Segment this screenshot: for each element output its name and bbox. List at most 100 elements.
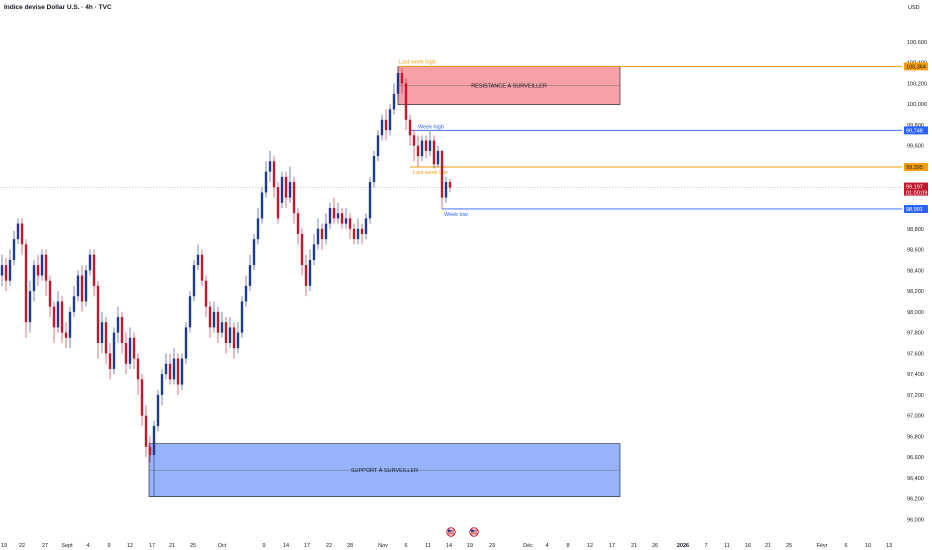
candle-body — [20, 223, 24, 245]
candle-body — [108, 353, 112, 369]
candle — [236, 322, 240, 354]
candle — [336, 202, 340, 224]
candle-body — [400, 73, 404, 84]
candle — [240, 296, 244, 338]
candle — [84, 265, 88, 307]
candle-body — [104, 322, 108, 354]
candle-body — [248, 265, 252, 286]
candle-body — [144, 415, 148, 447]
resistance-zone-label: RÉSISTANCE À SURVEILLER — [471, 83, 547, 90]
y-tick-label: 98,000 — [907, 310, 924, 316]
candle — [132, 332, 136, 369]
candle-body — [284, 176, 288, 198]
candle — [368, 176, 372, 224]
candle — [296, 208, 300, 245]
candle-body — [24, 244, 28, 323]
candle — [264, 161, 268, 198]
candle — [60, 296, 64, 343]
candle — [88, 249, 92, 276]
candle — [64, 322, 68, 349]
candle-body — [372, 156, 376, 183]
x-tick-label: 19 — [467, 543, 473, 549]
candle — [300, 228, 304, 276]
candle — [328, 202, 332, 229]
candle-body — [364, 218, 368, 234]
y-tick-label: 98,200 — [907, 289, 924, 295]
y-tick-label: 96,000 — [907, 518, 924, 524]
chart-title: Indice devise Dollar U.S. · 4h · TVC — [4, 4, 112, 11]
candle-body — [124, 342, 128, 364]
candle — [344, 208, 348, 229]
candle-body — [448, 182, 452, 188]
candle-body — [252, 239, 256, 266]
x-tick-label: 22 — [19, 543, 25, 549]
candle — [24, 239, 28, 338]
candle-body — [232, 327, 236, 349]
candle-body — [428, 140, 432, 151]
y-tick-label: 97,000 — [907, 414, 924, 420]
candle-body — [404, 83, 408, 120]
candle — [164, 353, 168, 380]
candle-body — [260, 192, 264, 219]
x-tick-label: Nov — [378, 543, 388, 549]
candle — [304, 254, 308, 297]
candles-layer — [0, 66, 452, 497]
candle — [196, 244, 200, 271]
candle — [156, 389, 160, 432]
candle — [36, 254, 40, 286]
candle-body — [220, 322, 224, 333]
candle-body — [200, 254, 204, 281]
y-tick-label: 96,800 — [907, 434, 924, 440]
candle-body — [388, 109, 392, 131]
candle-body — [348, 218, 352, 229]
candle — [108, 342, 112, 380]
candle-body — [168, 363, 172, 380]
candle-body — [40, 254, 44, 276]
candle — [168, 353, 172, 385]
candle-body — [92, 254, 96, 286]
x-tick-label: 12 — [587, 543, 593, 549]
candle — [416, 135, 420, 167]
candle — [312, 233, 316, 266]
zones-layer: RÉSISTANCE À SURVEILLER SUPPORT À SURVEIL… — [148, 66, 621, 497]
candle-body — [140, 379, 144, 416]
candle — [256, 208, 260, 245]
week-high-price-tag — [904, 126, 928, 135]
y-tick-label: 97,600 — [907, 351, 924, 357]
candle-body — [8, 259, 12, 281]
candle — [380, 114, 384, 141]
candle — [292, 176, 296, 224]
candle — [260, 187, 264, 224]
y-tick-label: 97,400 — [907, 372, 924, 378]
x-tick-label: 22 — [326, 543, 332, 549]
candle — [104, 317, 108, 364]
candle-body — [84, 270, 88, 302]
candle — [76, 270, 80, 302]
candle-body — [88, 254, 92, 271]
candle — [412, 130, 416, 162]
candle-body — [176, 358, 180, 385]
candle-body — [268, 161, 272, 172]
candle — [52, 301, 56, 343]
candle-body — [148, 446, 152, 456]
us-flag-icon-1[interactable] — [446, 527, 456, 537]
x-tick-label: 21 — [631, 543, 637, 549]
candle — [324, 213, 328, 245]
candle-body — [332, 208, 336, 219]
x-tick-label: 14 — [446, 543, 452, 549]
current-price-tag — [904, 182, 928, 196]
candle — [188, 291, 192, 333]
us-flag-icon-2[interactable] — [469, 527, 479, 537]
candle — [272, 156, 276, 198]
candle-body — [52, 306, 56, 328]
candle-body — [72, 296, 76, 312]
candle — [340, 208, 344, 229]
last-week-high-price-tag-text: 100,364 — [906, 64, 926, 70]
x-tick-label: 25 — [190, 543, 196, 549]
candle-body — [204, 280, 208, 307]
candle — [276, 182, 280, 224]
candle — [424, 135, 428, 159]
candle — [160, 368, 164, 406]
candle-body — [160, 374, 164, 395]
